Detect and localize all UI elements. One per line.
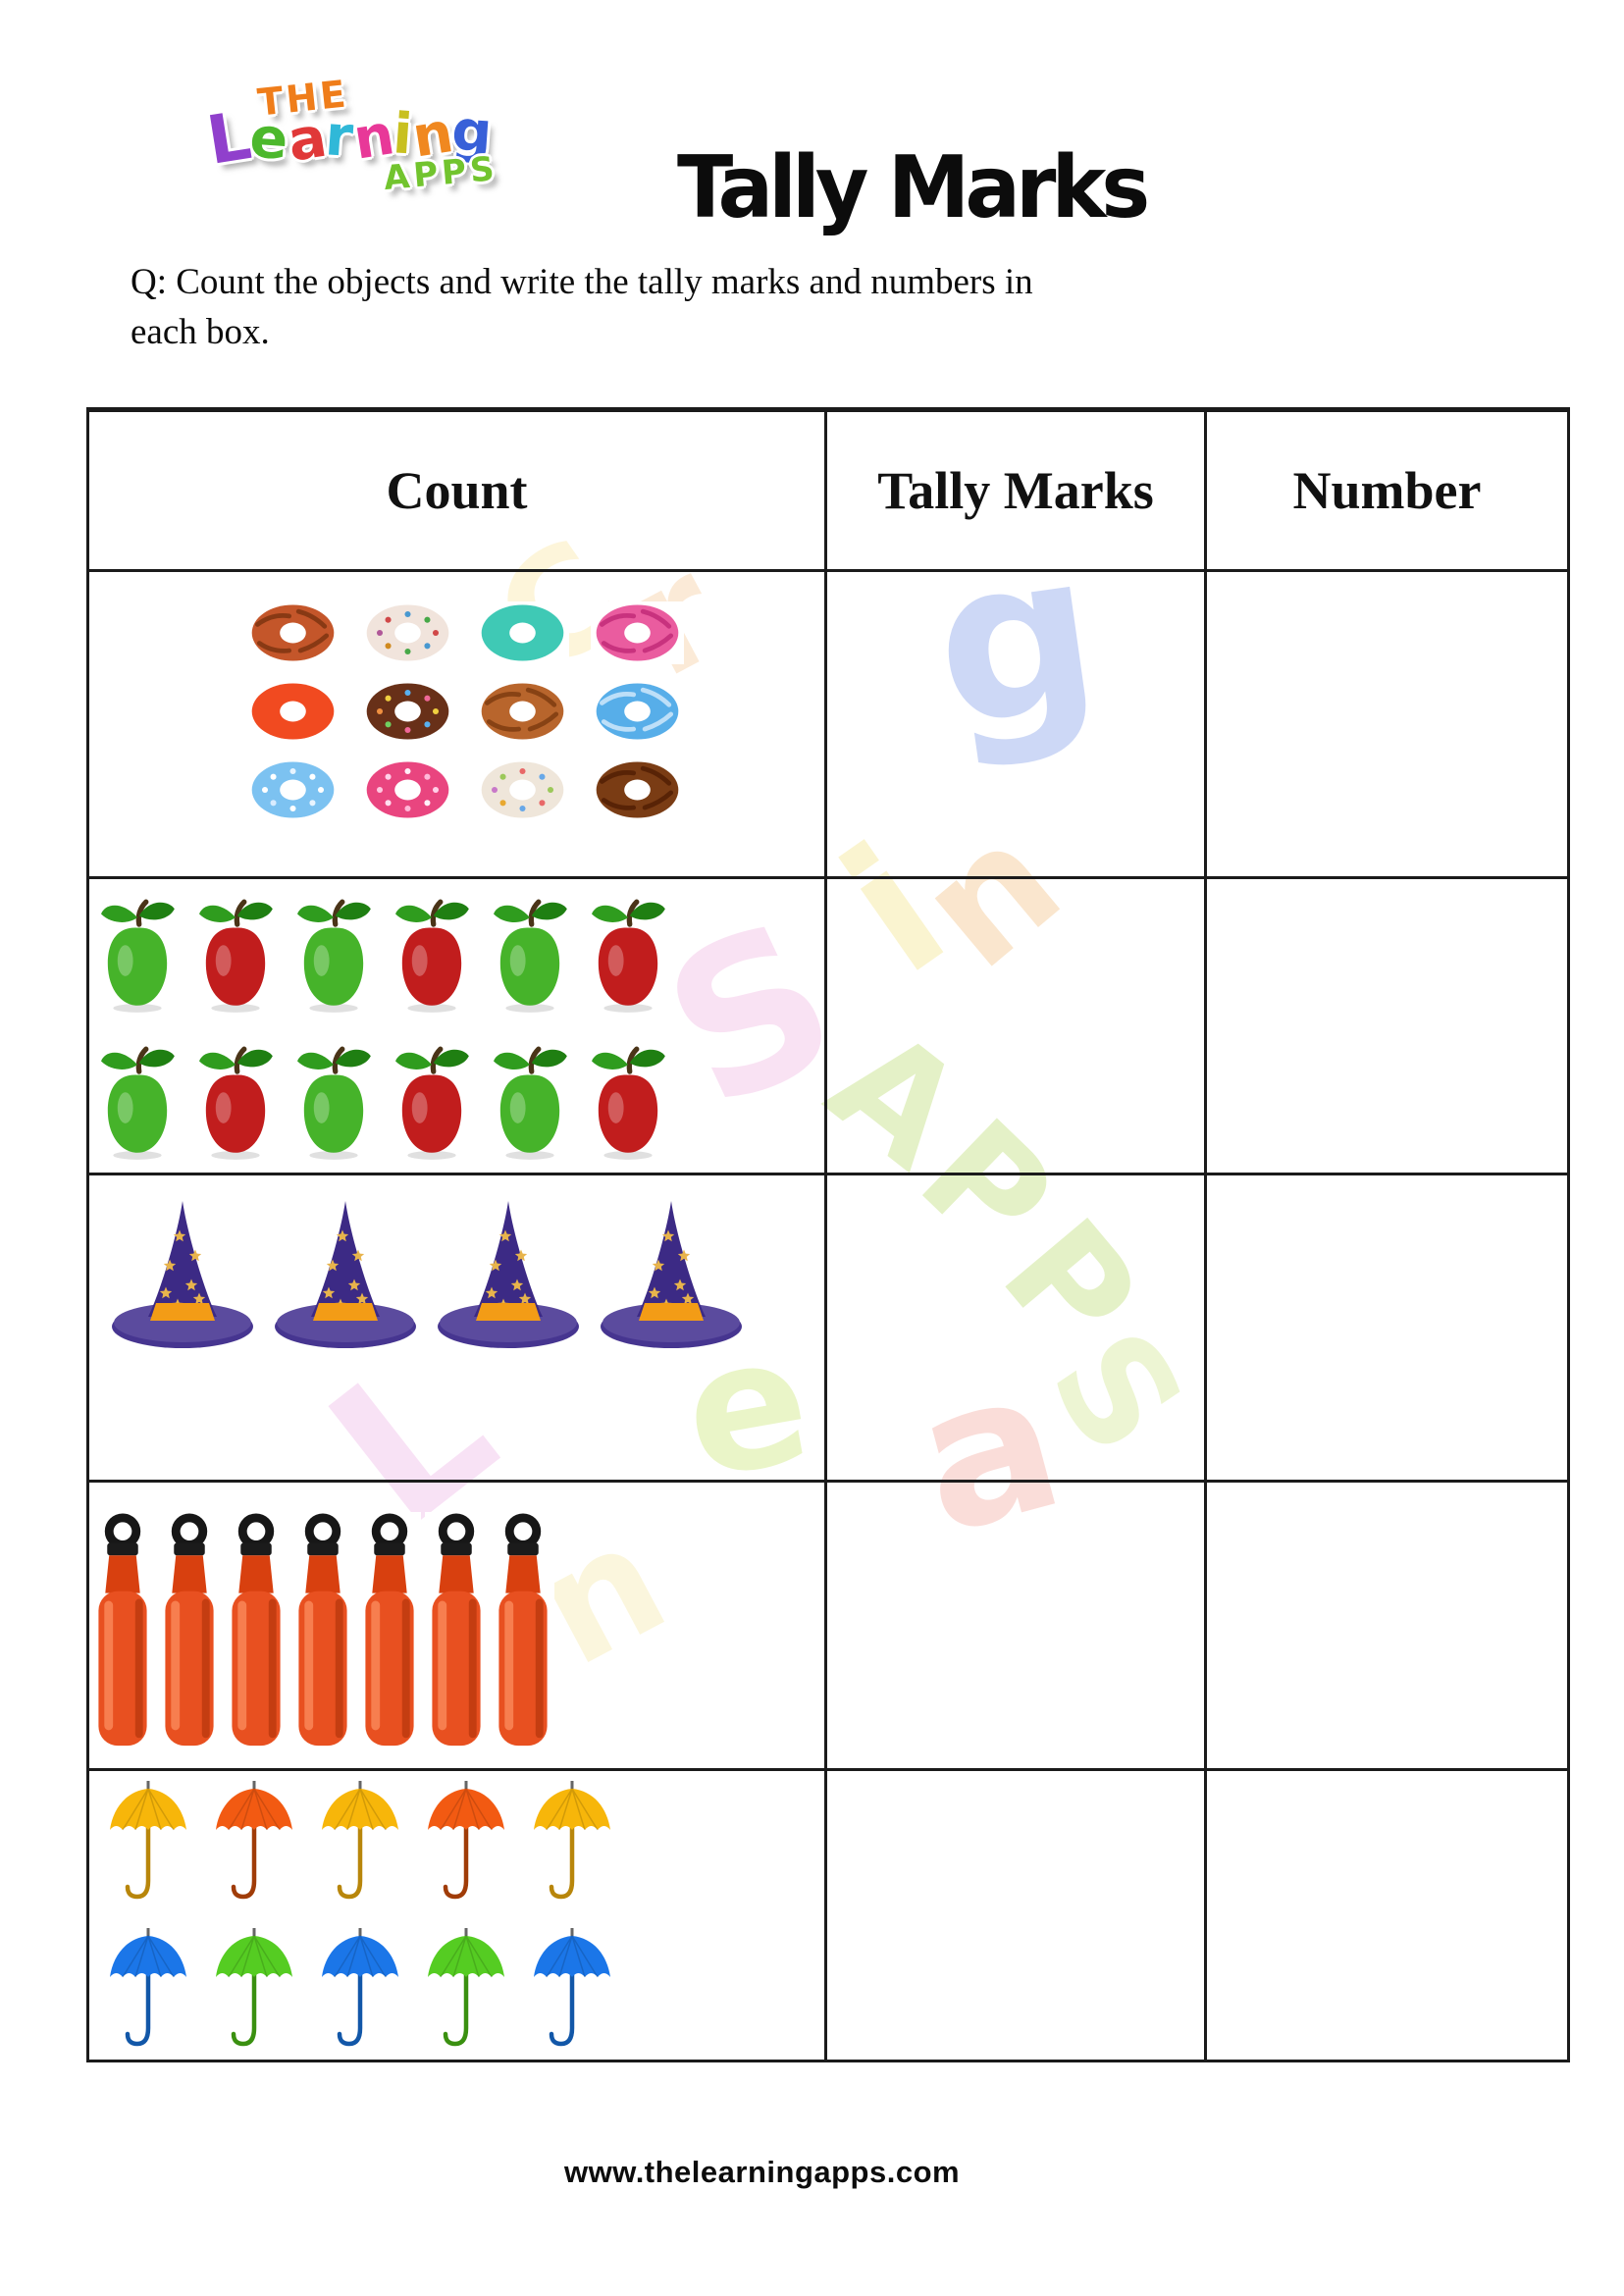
bottle-icon xyxy=(158,1512,221,1751)
bottle-icon xyxy=(358,1512,421,1751)
tally-marks-cell-donuts xyxy=(827,572,1207,876)
apple-icon xyxy=(389,885,475,1022)
tally-marks-cell-bottles xyxy=(827,1483,1207,1768)
learning-apps-logo: THE Learning APPS xyxy=(202,58,594,238)
logo-letter: e xyxy=(247,105,290,173)
table-row-witch-hats xyxy=(89,1175,1567,1483)
bottle-icon xyxy=(225,1512,288,1751)
donut-icon xyxy=(361,758,454,821)
donut-icon xyxy=(591,758,684,821)
witch-hat-icon xyxy=(272,1195,419,1350)
count-cell-umbrellas xyxy=(89,1771,827,2060)
column-header-count: Count xyxy=(89,412,827,569)
apple-icon xyxy=(389,1032,475,1170)
donut-icon xyxy=(476,680,569,743)
tally-marks-cell-umbrellas xyxy=(827,1771,1207,2060)
donut-icon xyxy=(246,601,340,664)
table-row-umbrellas xyxy=(89,1771,1567,2060)
apple-icon xyxy=(94,1032,181,1170)
donut-icon xyxy=(246,758,340,821)
apple-icon xyxy=(487,1032,573,1170)
donut-icon xyxy=(476,601,569,664)
witch-hat-icon xyxy=(435,1195,582,1350)
worksheet-table: Count Tally Marks Number xyxy=(86,407,1570,2062)
umbrella-icon xyxy=(99,1926,197,2056)
umbrella-icon xyxy=(417,1779,515,1908)
footer-url: www.thelearningapps.com xyxy=(564,2155,961,2189)
count-cell-apples xyxy=(89,879,827,1173)
donut-icon xyxy=(591,601,684,664)
umbrella-icon xyxy=(311,1926,409,2056)
apple-icon xyxy=(290,1032,377,1170)
apple-icon xyxy=(192,885,279,1022)
apple-icon xyxy=(585,885,671,1022)
umbrella-icon xyxy=(523,1779,621,1908)
apple-icon xyxy=(192,1032,279,1170)
column-header-number: Number xyxy=(1292,460,1482,520)
donut-icon xyxy=(361,680,454,743)
bottles-group xyxy=(89,1483,824,1751)
apples-group xyxy=(89,879,671,1170)
witch-hat-icon xyxy=(109,1195,256,1350)
table-header-row: Count Tally Marks Number xyxy=(89,412,1567,572)
number-cell-apples xyxy=(1207,879,1567,1173)
tally-marks-cell-witch-hats xyxy=(827,1175,1207,1480)
apple-icon xyxy=(585,1032,671,1170)
bottle-icon xyxy=(91,1512,154,1751)
umbrella-icon xyxy=(417,1926,515,2056)
umbrellas-group xyxy=(89,1771,621,2056)
count-cell-donuts xyxy=(89,572,827,876)
donuts-group xyxy=(89,572,684,821)
table-row-apples xyxy=(89,879,1567,1175)
witch-hat-icon xyxy=(598,1195,745,1350)
apple-icon xyxy=(290,885,377,1022)
count-cell-bottles xyxy=(89,1483,827,1768)
apple-icon xyxy=(487,885,573,1022)
apple-icon xyxy=(94,885,181,1022)
donut-icon xyxy=(591,680,684,743)
table-row-bottles xyxy=(89,1483,1567,1771)
umbrella-icon xyxy=(311,1779,409,1908)
question-line-1: Q: Count the objects and write the tally… xyxy=(131,262,1033,302)
page-title: Tally Marks xyxy=(677,137,1150,237)
witch-hats-group xyxy=(89,1175,824,1350)
donut-icon xyxy=(246,680,340,743)
bottle-icon xyxy=(492,1512,554,1751)
donut-icon xyxy=(361,601,454,664)
table-row-donuts xyxy=(89,572,1567,879)
umbrella-icon xyxy=(523,1926,621,2056)
number-cell-donuts xyxy=(1207,572,1567,876)
umbrella-icon xyxy=(99,1779,197,1908)
tally-marks-cell-apples xyxy=(827,879,1207,1173)
umbrella-icon xyxy=(205,1926,303,2056)
bottle-icon xyxy=(291,1512,354,1751)
number-cell-umbrellas xyxy=(1207,1771,1567,2060)
count-cell-witch-hats xyxy=(89,1175,827,1480)
donut-icon xyxy=(476,758,569,821)
umbrella-icon xyxy=(205,1779,303,1908)
column-header-tally-marks: Tally Marks xyxy=(827,412,1207,569)
number-cell-witch-hats xyxy=(1207,1175,1567,1480)
question-text: Q: Count the objects and write the tally… xyxy=(131,257,1190,357)
question-line-2: each box. xyxy=(131,312,270,353)
number-cell-bottles xyxy=(1207,1483,1567,1768)
bottle-icon xyxy=(425,1512,488,1751)
